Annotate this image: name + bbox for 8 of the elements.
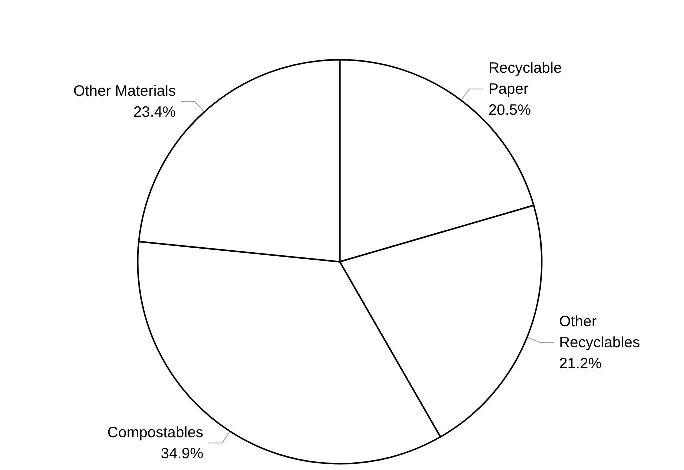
slice-label: Other Recyclables bbox=[559, 313, 640, 352]
data-label: 23.4% bbox=[134, 104, 176, 121]
data-label: 21.2% bbox=[559, 355, 602, 372]
data-label: 20.5% bbox=[488, 102, 532, 119]
slice-label: Recyclable Paper bbox=[488, 60, 566, 98]
slice-label: Compostables bbox=[108, 424, 204, 442]
slice-label: Other Materials bbox=[74, 82, 176, 100]
data-label: 34.9% bbox=[161, 445, 204, 462]
